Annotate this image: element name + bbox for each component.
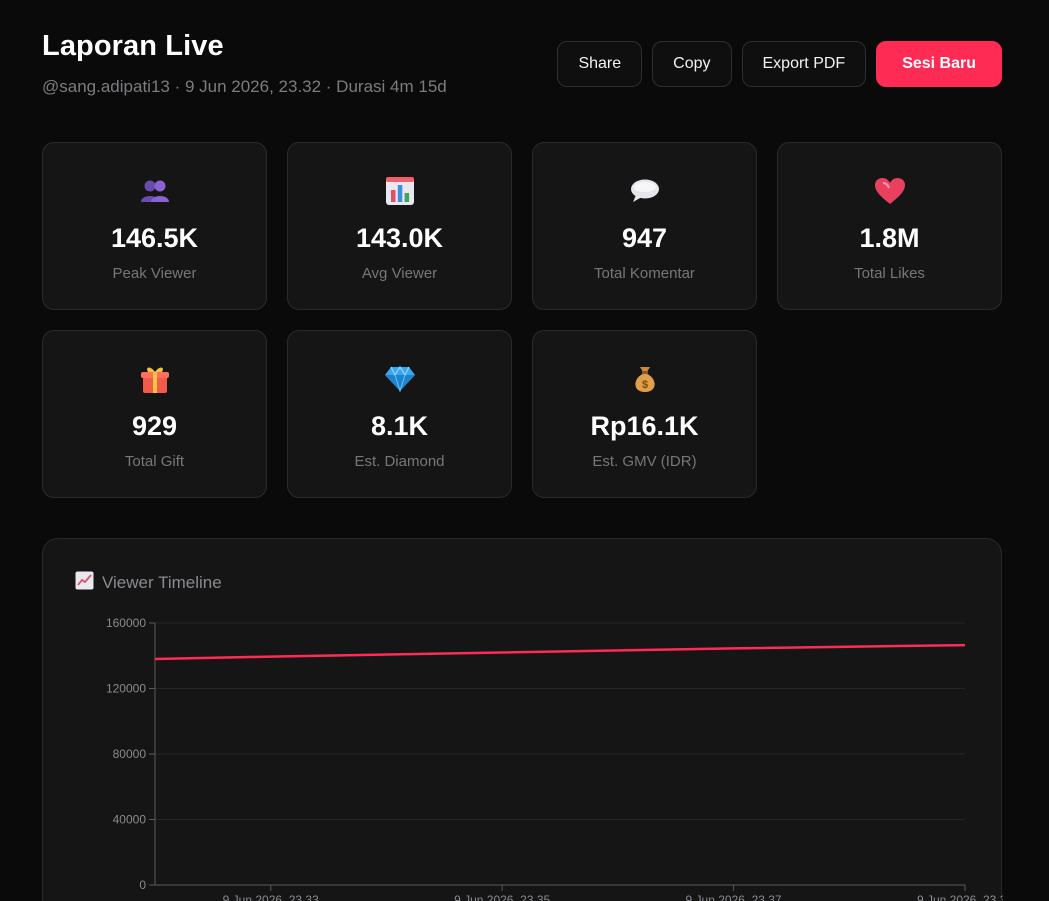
speech-bubble-icon [533,176,756,206]
viewer-timeline-card: Viewer Timeline 0 40000 80000 120000 160000 9… [42,538,1003,901]
stat-label: Total Likes [854,265,925,282]
page-title: Laporan Live [42,30,224,62]
y-tick-label: 120000 [106,682,146,696]
stat-label: Total Komentar [594,265,695,282]
stat-card-peak-viewer: 146.5K Peak Viewer [42,142,267,310]
new-session-button[interactable]: Sesi Baru [876,41,1002,87]
y-tick-label: 160000 [106,616,146,630]
stat-value: Rp16.1K [590,411,699,441]
stat-card-est-diamond: 8.1K Est. Diamond [287,330,512,498]
diamond-icon [288,364,511,394]
x-tick-label: 9 Jun 2026, 23.37 [686,893,782,901]
stat-value: 1.8M [859,223,920,253]
viewer-timeline-chart: 0 40000 80000 120000 160000 9 Jun 2026, 23.33… [106,616,1003,901]
stat-card-est-gmv: $ Rp16.1K Est. GMV (IDR) [532,330,757,498]
heart-icon [778,176,1001,206]
stat-value: 143.0K [355,223,444,253]
stat-label: Est. GMV (IDR) [592,453,697,470]
stat-label: Avg Viewer [361,265,438,282]
stat-label: Est. Diamond [354,453,445,470]
stat-card-avg-viewer: 143.0K Avg Viewer [287,142,512,310]
x-tick-label: 9 Jun 2026, 23.39 [917,893,1003,901]
chart-title: Viewer Timeline [75,571,222,595]
x-tick-label: 9 Jun 2026, 23.33 [223,893,319,901]
stat-value: 8.1K [370,411,429,441]
svg-text:$: $ [641,379,647,391]
people-icon [43,176,266,206]
series-line [154,643,966,661]
stat-card-total-gift: 929 Total Gift [42,330,267,498]
y-tick-label: 80000 [113,747,147,761]
y-tick-label: 0 [139,878,146,892]
stat-value: 947 [621,223,668,253]
money-bag-icon: $ [533,364,756,394]
stat-value: 929 [131,411,178,441]
bar-chart-icon [288,176,511,206]
stat-value: 146.5K [110,223,199,253]
report-header: Laporan Live @sang.adipati13 · 9 Jun 202… [42,30,447,97]
chart-title-text: Viewer Timeline [102,573,222,592]
gift-icon [43,364,266,394]
stat-card-total-komentar: 947 Total Komentar [532,142,757,310]
stat-card-total-likes: 1.8M Total Likes [777,142,1002,310]
copy-button[interactable]: Copy [652,41,732,87]
action-bar: Share Copy Export PDF Sesi Baru [557,41,1002,87]
export-pdf-button[interactable]: Export PDF [741,41,867,87]
x-tick-label: 9 Jun 2026, 23.35 [454,893,550,901]
trend-chart-icon [75,571,94,595]
stat-label: Peak Viewer [112,265,197,282]
y-tick-label: 40000 [113,813,147,827]
stat-label: Total Gift [124,453,185,470]
session-subtitle: @sang.adipati13 · 9 Jun 2026, 23.32 · Du… [42,77,447,96]
share-button[interactable]: Share [557,41,643,87]
